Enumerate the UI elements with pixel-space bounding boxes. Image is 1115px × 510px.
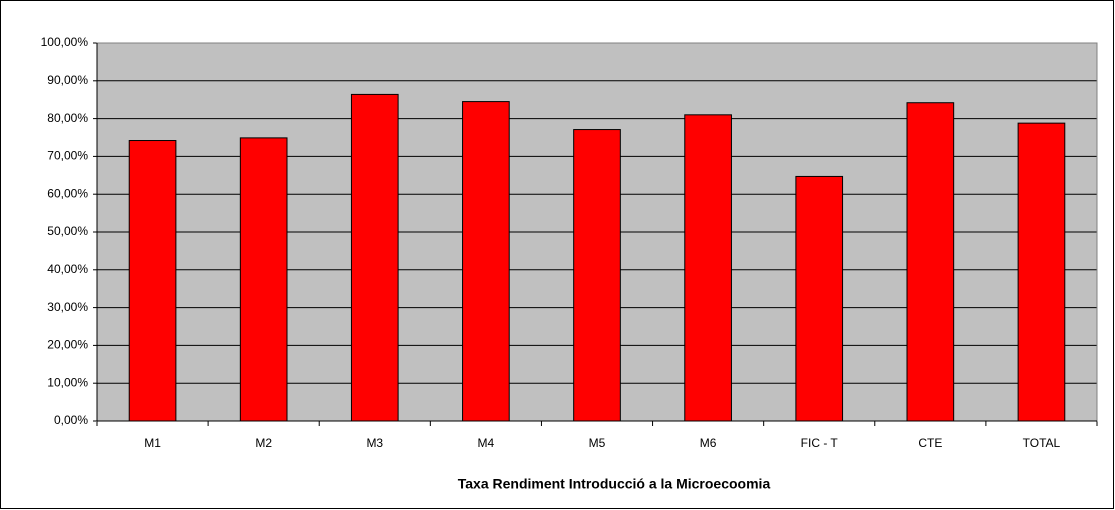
- x-tick-label: M3: [366, 436, 383, 450]
- x-tick-label: M2: [255, 436, 272, 450]
- bar: [684, 114, 732, 422]
- y-tick-label: 50,00%: [47, 224, 88, 238]
- x-tick-label: CTE: [918, 436, 942, 450]
- x-tick-label: TOTAL: [1023, 436, 1061, 450]
- y-tick-label: 40,00%: [47, 262, 88, 276]
- bar: [906, 102, 955, 422]
- y-tick-label: 30,00%: [47, 300, 88, 314]
- y-tick-label: 60,00%: [47, 186, 88, 200]
- x-tick-label: M5: [589, 436, 606, 450]
- x-axis-title: Taxa Rendiment Introducció a la Microeco…: [458, 476, 771, 492]
- y-tick-label: 20,00%: [47, 338, 88, 352]
- bar: [795, 175, 844, 422]
- bar: [573, 129, 621, 422]
- x-tick-label: M6: [700, 436, 717, 450]
- y-tick-label: 10,00%: [47, 375, 88, 389]
- y-tick-label: 0,00%: [54, 413, 88, 427]
- y-tick-label: 80,00%: [47, 111, 88, 125]
- y-tick-label: 70,00%: [47, 149, 88, 163]
- bar: [239, 137, 288, 422]
- bar: [350, 93, 399, 422]
- x-tick-label: FIC - T: [801, 436, 839, 450]
- y-tick-label: 90,00%: [47, 73, 88, 87]
- bar: [128, 140, 177, 422]
- bar: [1017, 122, 1066, 422]
- y-tick-label: 100,00%: [41, 35, 89, 49]
- x-tick-label: M4: [478, 436, 495, 450]
- bar: [462, 101, 510, 422]
- x-tick-label: M1: [144, 436, 161, 450]
